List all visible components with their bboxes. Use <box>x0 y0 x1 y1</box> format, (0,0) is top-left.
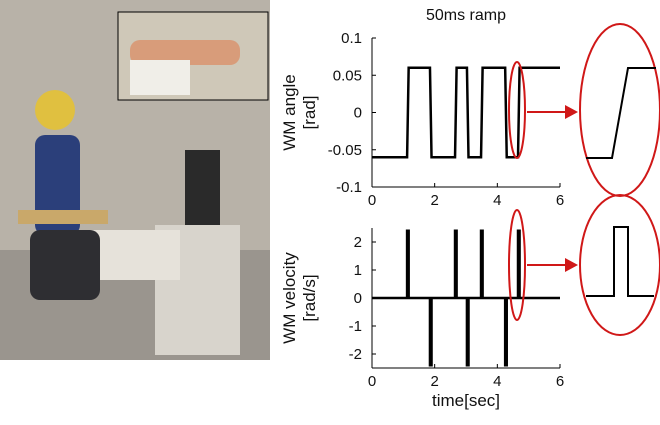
figure: -0.1 -0.05 0 0.05 0.1 0 2 4 6 50ms ramp WM angle[r… <box>0 0 660 420</box>
y-tick-label: 1 <box>354 262 362 279</box>
data-line <box>372 231 560 365</box>
x-tick-label: 0 <box>368 192 376 209</box>
y-tick-label: 0 <box>354 290 362 307</box>
zoom-insets <box>509 24 660 335</box>
y-axis-label: WM angle[rad] <box>280 74 319 151</box>
x-tick-label: 2 <box>430 192 438 209</box>
y-tick-label: 2 <box>354 234 362 251</box>
y-axis-label: WM velocity[rad/s] <box>280 252 319 344</box>
x-tick-label: 4 <box>493 192 501 209</box>
y-tick-label: 0.1 <box>341 30 362 47</box>
x-tick-label: 2 <box>430 373 438 390</box>
y-tick-label: 0.05 <box>333 67 362 84</box>
y-tick-label: -1 <box>349 318 362 335</box>
x-axis-label: time[sec] <box>432 391 500 410</box>
x-tick-label: 0 <box>368 373 376 390</box>
chart-title: 50ms ramp <box>426 7 506 24</box>
y-tick-label: 0 <box>354 105 362 122</box>
y-tick-label: -0.1 <box>336 179 362 196</box>
x-tick-label: 6 <box>556 192 564 209</box>
photo <box>0 0 270 360</box>
y-tick-label: -0.05 <box>328 142 362 159</box>
y-tick-label: -2 <box>349 346 362 363</box>
x-tick-label: 4 <box>493 373 501 390</box>
x-tick-label: 6 <box>556 373 564 390</box>
